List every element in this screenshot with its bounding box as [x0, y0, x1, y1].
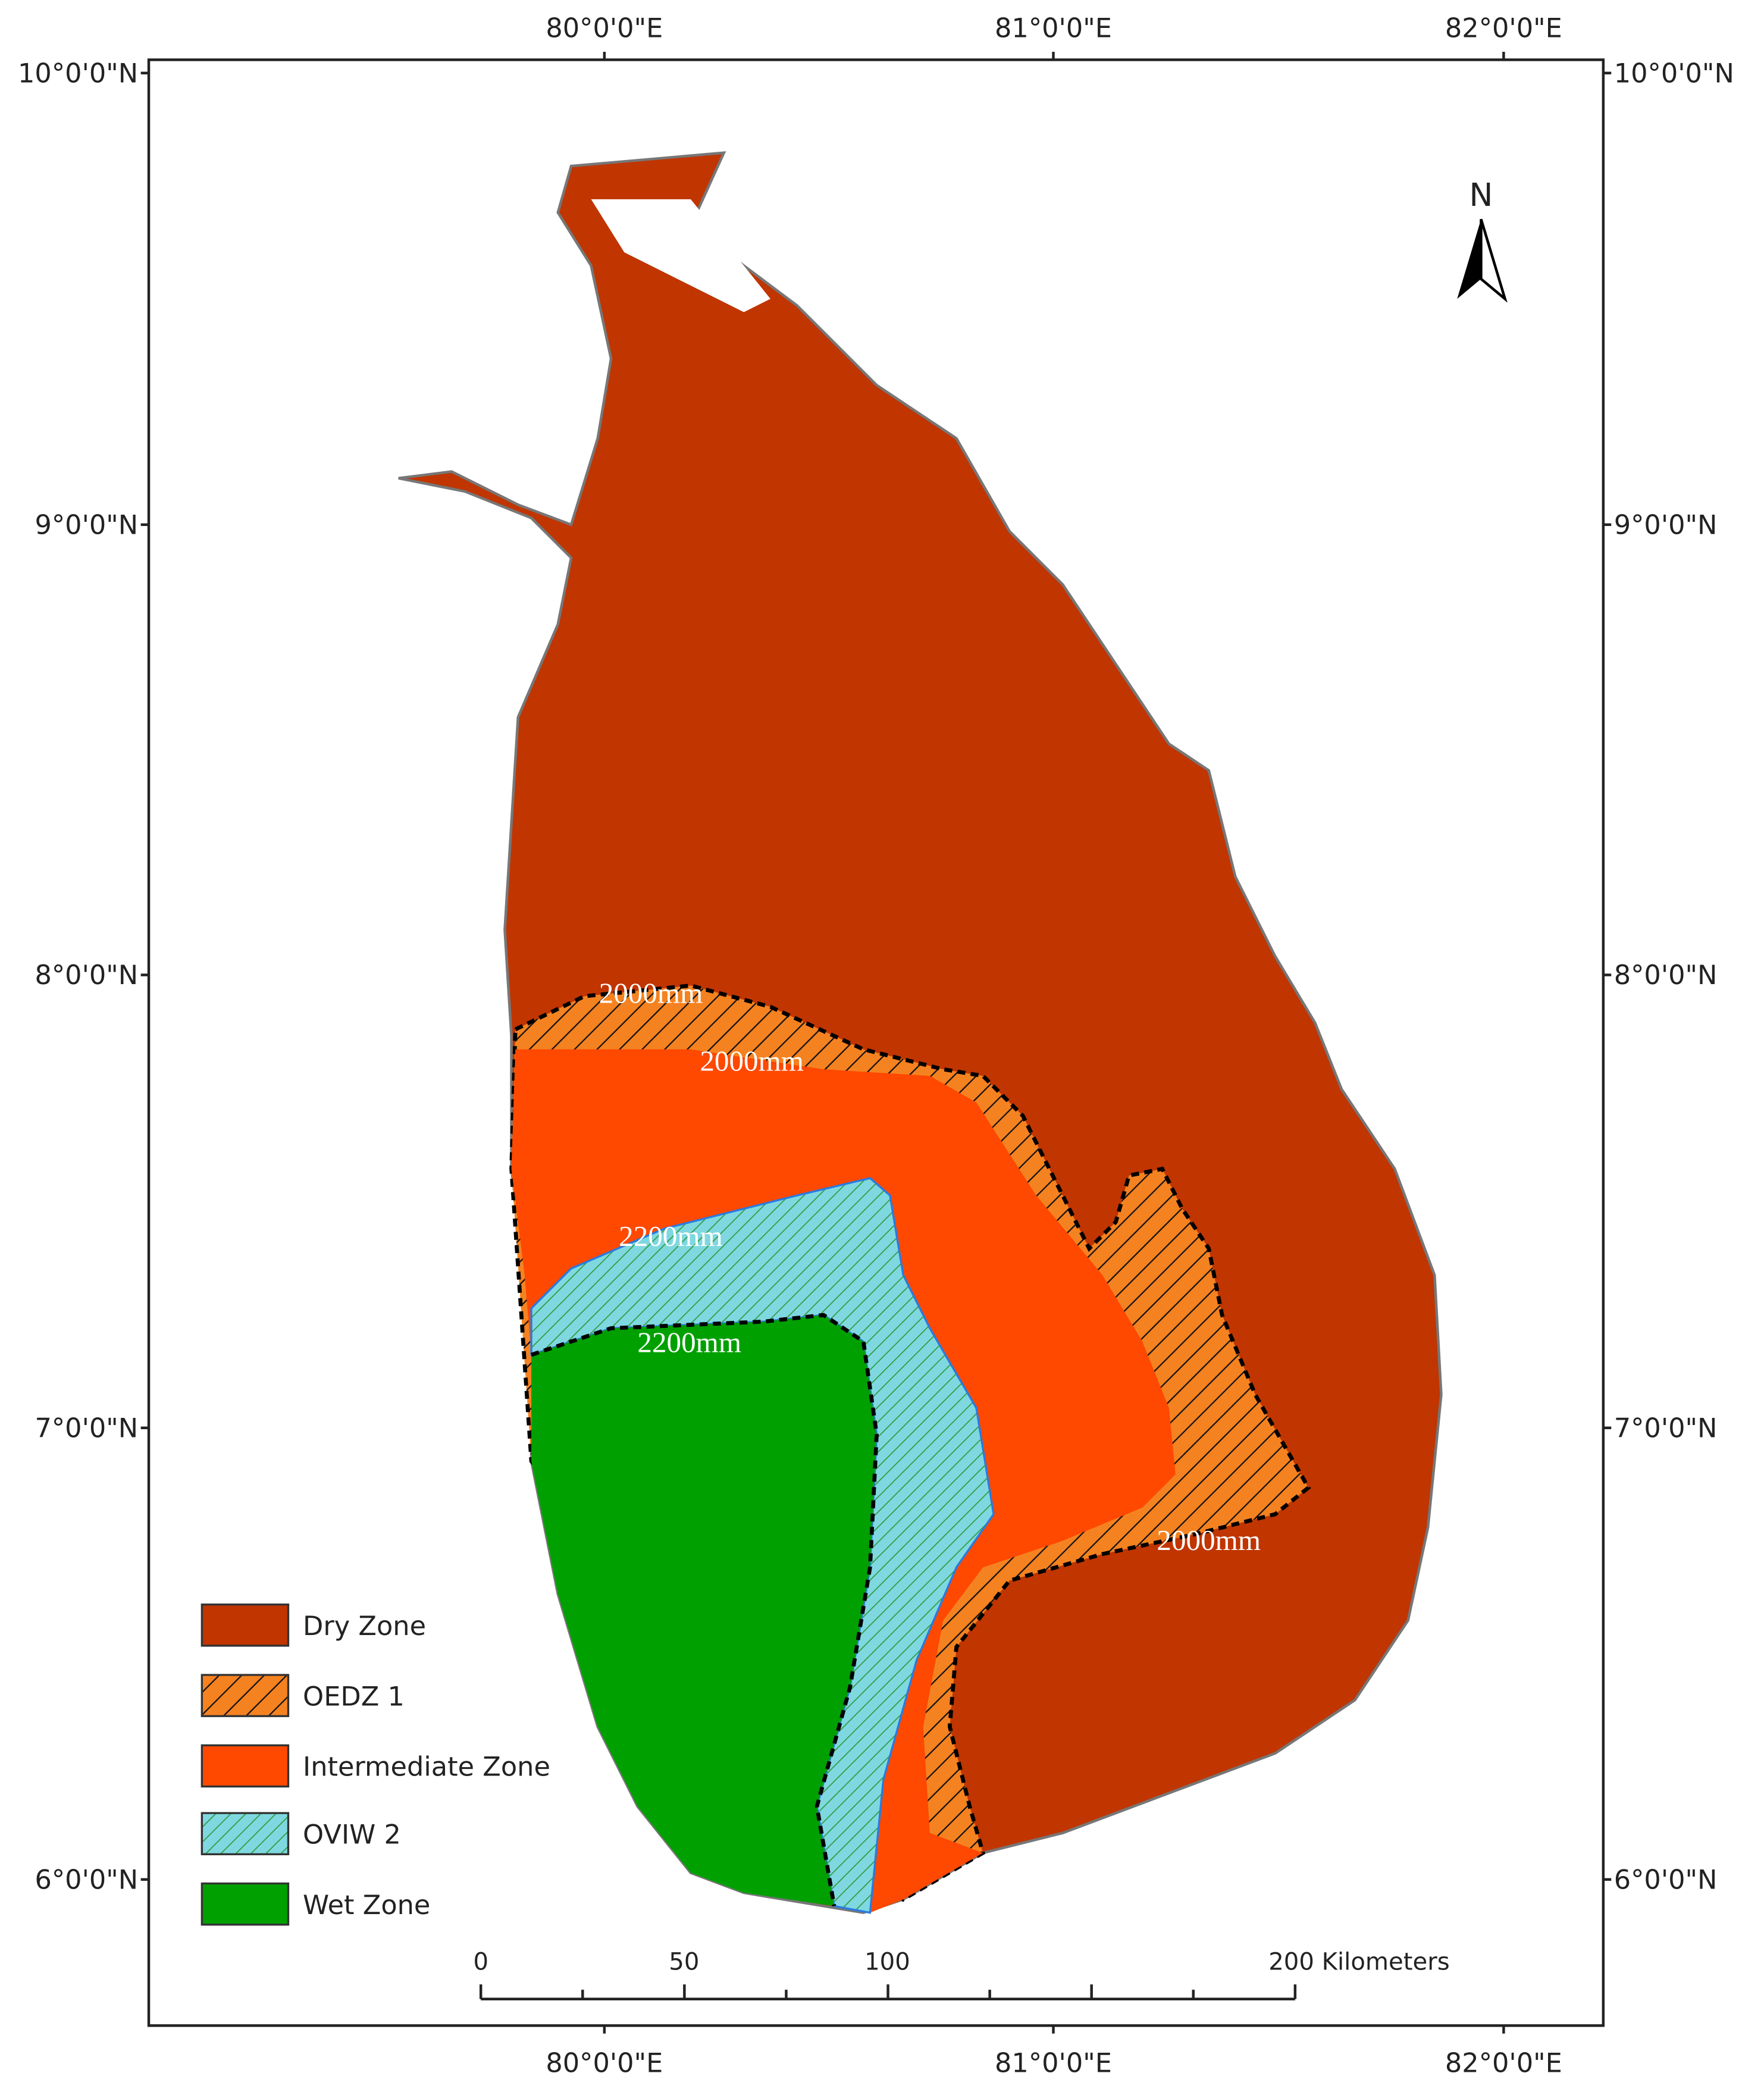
lat-label-right: 7°0'0"N — [1614, 1413, 1718, 1443]
sea-inlet — [591, 199, 770, 312]
labels: 10°0'0"N 10°0'0"N 9°0'0"N 9°0'0"N 8°0'0"N 8°0… — [18, 13, 1734, 2079]
legend-label: OEDZ 1 — [303, 1681, 405, 1712]
legend-label: Intermediate Zone — [303, 1752, 550, 1783]
north-arrow: N — [1457, 176, 1508, 303]
lat-label-right: 9°0'0"N — [1614, 509, 1718, 540]
lat-label-left: 7°0'0"N — [35, 1413, 138, 1443]
contour-label: 2000mm — [700, 1044, 804, 1077]
north-label: N — [1469, 176, 1493, 214]
lat-label-left: 10°0'0"N — [18, 58, 138, 89]
lon-label-top: 82°0'0"E — [1445, 13, 1562, 44]
lat-label-right: 8°0'0"N — [1614, 960, 1718, 991]
lat-label-right: 10°0'0"N — [1614, 58, 1734, 89]
legend-swatch — [200, 1812, 290, 1856]
contour-label: 2200mm — [619, 1220, 723, 1252]
legend-label: OVIW 2 — [303, 1819, 401, 1850]
wet-zone — [531, 1315, 877, 1906]
scale-label: 0 — [473, 1949, 488, 1976]
lat-label-right: 6°0'0"N — [1614, 1864, 1718, 1895]
scale-label: 100 — [864, 1949, 910, 1976]
lon-label-top: 81°0'0"E — [995, 13, 1112, 44]
lat-label-left: 8°0'0"N — [35, 960, 138, 991]
lon-label-bottom: 80°0'0"E — [546, 2048, 663, 2079]
legend-swatch — [200, 1882, 290, 1926]
lon-label-bottom: 82°0'0"E — [1445, 2048, 1562, 2079]
scale-label: 50 — [669, 1949, 699, 1976]
lon-label-top: 80°0'0"E — [546, 13, 663, 44]
legend-swatch — [200, 1744, 290, 1788]
lon-label-bottom: 81°0'0"E — [995, 2048, 1112, 2079]
contour-label: 2000mm — [599, 976, 703, 1009]
legend-swatch — [200, 1604, 290, 1647]
legend-label: Wet Zone — [303, 1890, 430, 1921]
contour-label: 2000mm — [1157, 1524, 1261, 1557]
legend-label: Dry Zone — [303, 1611, 426, 1642]
lat-label-left: 9°0'0"N — [35, 509, 138, 540]
legend-swatch — [200, 1674, 290, 1717]
arrow-right — [1480, 218, 1508, 303]
zones — [398, 151, 1443, 1914]
lat-label-left: 6°0'0"N — [35, 1864, 138, 1895]
contour-label: 2200mm — [637, 1326, 741, 1359]
scale-label: 200 Kilometers — [1268, 1949, 1449, 1976]
isohyet-2200 — [531, 1313, 879, 1907]
